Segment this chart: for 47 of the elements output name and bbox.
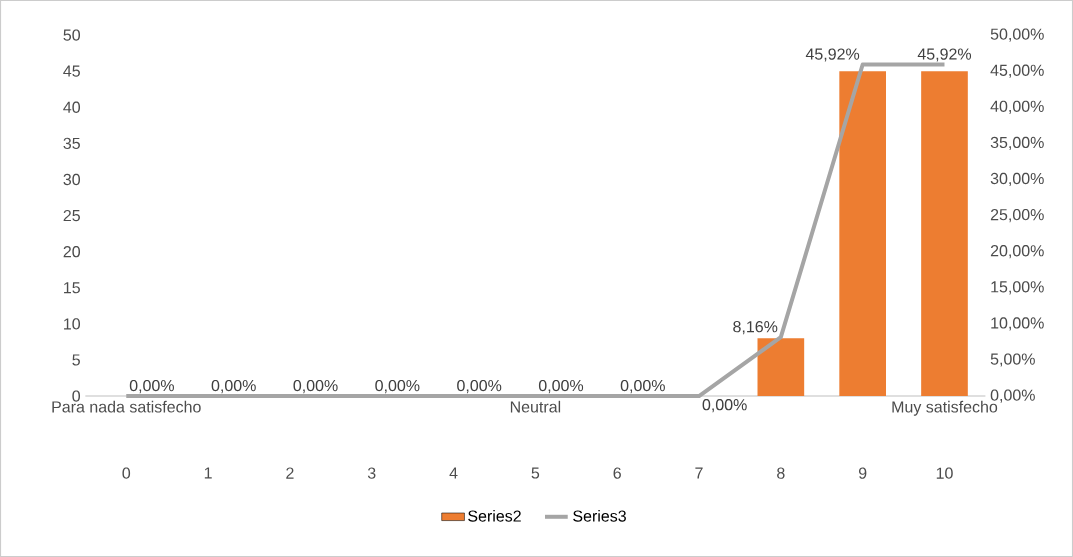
x-tick-label: 9 bbox=[858, 467, 867, 479]
x-tick-label: 6 bbox=[613, 467, 621, 479]
y2-tick-label: 20,00% bbox=[990, 245, 1044, 259]
data-label: 0,00% bbox=[211, 379, 256, 394]
legend-label: Series3 bbox=[573, 509, 626, 522]
x-tick-label: 0 bbox=[122, 467, 131, 479]
y2-tick-label: 5,00% bbox=[990, 353, 1035, 367]
y2-tick-label: 15,00% bbox=[991, 281, 1044, 295]
text: Para nada satisfecho bbox=[52, 400, 201, 413]
data-label: 0,00% bbox=[129, 379, 174, 394]
data-label: 8,16% bbox=[733, 320, 778, 335]
data-label: 0,00% bbox=[702, 398, 747, 413]
data-label: 0,00% bbox=[538, 379, 584, 394]
y-tick-label: 50 bbox=[63, 29, 81, 41]
y-tick-label: 45 bbox=[63, 65, 80, 77]
legend-label: Series2 bbox=[468, 509, 521, 522]
x-tick-label: 7 bbox=[695, 467, 703, 479]
text: Neutral bbox=[510, 400, 561, 413]
y2-tick-label: 50,00% bbox=[990, 28, 1044, 42]
y-tick-label: 0 bbox=[72, 390, 81, 402]
x-tick-label: 1 bbox=[204, 467, 212, 479]
data-label: 45,92% bbox=[805, 48, 860, 62]
x-tick-label: 5 bbox=[531, 467, 540, 479]
y2-tick-label: 25,00% bbox=[990, 208, 1044, 223]
y2-tick-label: 30,00% bbox=[990, 172, 1044, 187]
data-label: 0,00% bbox=[293, 379, 338, 394]
y-tick-label: 25 bbox=[63, 209, 80, 222]
x-tick-label: 2 bbox=[286, 467, 294, 479]
data-label: 0,00% bbox=[457, 379, 502, 394]
y2-tick-label: 45,00% bbox=[990, 64, 1044, 78]
y2-tick-label: 40,00% bbox=[990, 100, 1044, 114]
data-label: 0,00% bbox=[375, 379, 420, 394]
x-tick-label: 3 bbox=[367, 467, 376, 479]
data-label: 45,92% bbox=[917, 48, 972, 62]
x-tick-label: 10 bbox=[936, 467, 953, 479]
y2-tick-label: 35,00% bbox=[990, 136, 1044, 150]
data-label: 0,00% bbox=[620, 379, 665, 394]
y-tick-label: 40 bbox=[63, 101, 81, 113]
y-tick-label: 35 bbox=[63, 137, 80, 149]
y-tick-label: 10 bbox=[64, 318, 81, 330]
y-tick-label: 15 bbox=[64, 282, 80, 294]
y2-tick-label: 10,00% bbox=[991, 317, 1044, 331]
y-tick-label: 20 bbox=[63, 245, 81, 258]
x-tick-label: 4 bbox=[449, 467, 458, 479]
y-tick-label: 30 bbox=[63, 173, 81, 186]
y-tick-label: 5 bbox=[72, 354, 80, 366]
x-tick-label: 8 bbox=[777, 467, 785, 479]
